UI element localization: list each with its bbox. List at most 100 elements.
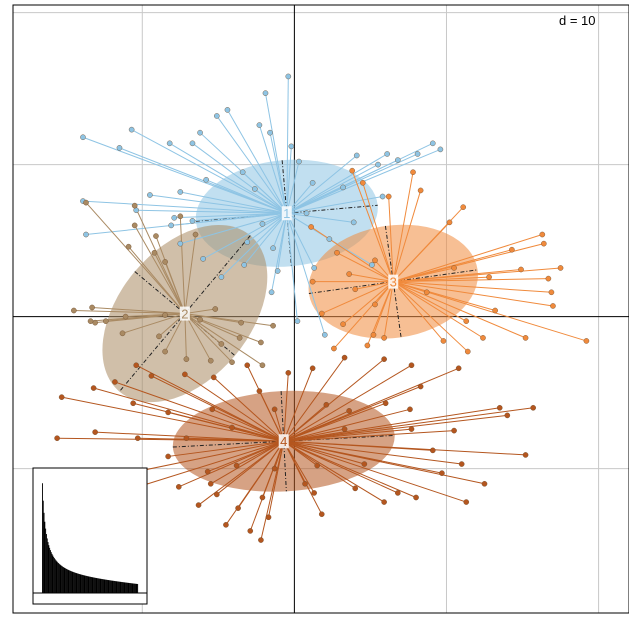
point-group-4 [265,514,272,521]
star-segment-group-1 [286,186,344,214]
point-group-1 [375,161,381,168]
star-segment-group-2 [122,313,186,334]
inset-bar [44,521,46,593]
inset-bar [128,582,130,593]
inset-bar [83,575,85,593]
inset-bar [110,580,111,593]
point-group-3 [372,257,378,264]
inset-bar [72,571,74,593]
star-segment-group-4 [249,441,285,532]
group-label-box-1 [281,206,292,221]
inset-bar [55,560,57,593]
point-group-4 [451,427,457,434]
star-segment-group-2 [184,313,187,360]
star-segment-group-3 [392,281,484,339]
star-segment-group-3 [383,281,394,338]
inset-bar [124,582,126,593]
point-group-2 [218,341,225,347]
inset-bar [96,578,98,593]
point-group-2 [153,233,159,239]
point-group-2 [162,259,168,265]
star-segment-group-1 [286,146,292,214]
point-group-4 [408,426,415,432]
point-group-2 [236,335,243,341]
star-segment-group-1 [136,209,287,214]
inset-bar [62,566,64,593]
point-group-4 [381,499,387,505]
inset-bar [95,577,97,593]
point-group-1 [288,143,295,150]
star-segment-group-2 [184,313,262,343]
star-segment-group-1 [269,132,288,214]
point-group-3 [539,231,546,238]
point-group-3 [352,286,359,293]
star-segment-group-2 [85,202,186,314]
star-segment-group-3 [392,190,422,282]
point-group-4 [311,490,317,496]
point-group-1 [259,221,266,227]
inset-bar [57,562,59,593]
point-group-3 [463,318,470,324]
point-group-1 [294,318,301,324]
point-group-3 [331,345,337,352]
star-segment-group-4 [283,357,345,442]
inset-bar [136,583,138,593]
star-segment-group-2 [154,252,186,314]
inset-bar [66,569,68,593]
star-segment-group-3 [392,172,414,282]
group-labels: 1 2 3 4 [179,206,399,449]
point-group-1 [218,274,225,280]
star-segment-group-1 [180,191,287,214]
point-group-4 [204,468,211,475]
point-group-2 [89,304,95,311]
inset-bar [111,580,113,593]
point-group-1 [267,129,273,136]
point-group-3 [340,321,346,328]
inset-bar [51,553,53,593]
point-group-3 [545,275,552,282]
inset-bar [58,563,60,593]
point-group-4 [90,385,97,391]
star-segment-group-2 [184,308,216,315]
point-group-1 [429,140,436,147]
star-segment-group-1 [85,212,287,236]
inset-bar [86,575,87,593]
point-group-3 [548,289,555,296]
point-group-3 [518,266,524,273]
star-segment-group-1 [286,213,298,322]
inset-bar [75,572,77,593]
star-segment-group-4 [283,430,455,442]
inset-bar [132,583,134,593]
point-group-1 [80,134,86,141]
point-group-2 [207,357,214,364]
star-segment-group-1 [286,153,388,214]
inset-bar [109,580,111,593]
inset-bar [79,574,81,593]
star-segment-group-4 [283,440,417,498]
plot-frame [12,4,629,614]
inset-bar [89,576,91,593]
star-segment-group-1 [174,212,287,219]
star-segment-group-2 [179,216,186,314]
inset-bar [103,579,105,593]
star-segment-group-4 [184,373,285,442]
group-label-box-2 [179,306,190,321]
point-group-1 [128,126,135,133]
point-group-3 [464,348,471,355]
point-group-4 [361,461,368,467]
star-segment-group-4 [283,364,412,442]
inset-bar [93,577,95,593]
inset-bar [87,576,89,593]
data-points [54,73,590,543]
inset-bar [122,582,123,593]
inset-bar [94,577,95,593]
group-label-2: 2 [181,307,188,322]
point-group-4 [247,528,254,534]
point-group-1 [224,107,231,113]
star-segment-group-1 [286,161,300,214]
star-segment-group-4 [283,367,459,442]
inset-bar [119,581,121,593]
star-segment-group-1 [227,109,288,214]
star-segment-group-1 [202,212,288,260]
